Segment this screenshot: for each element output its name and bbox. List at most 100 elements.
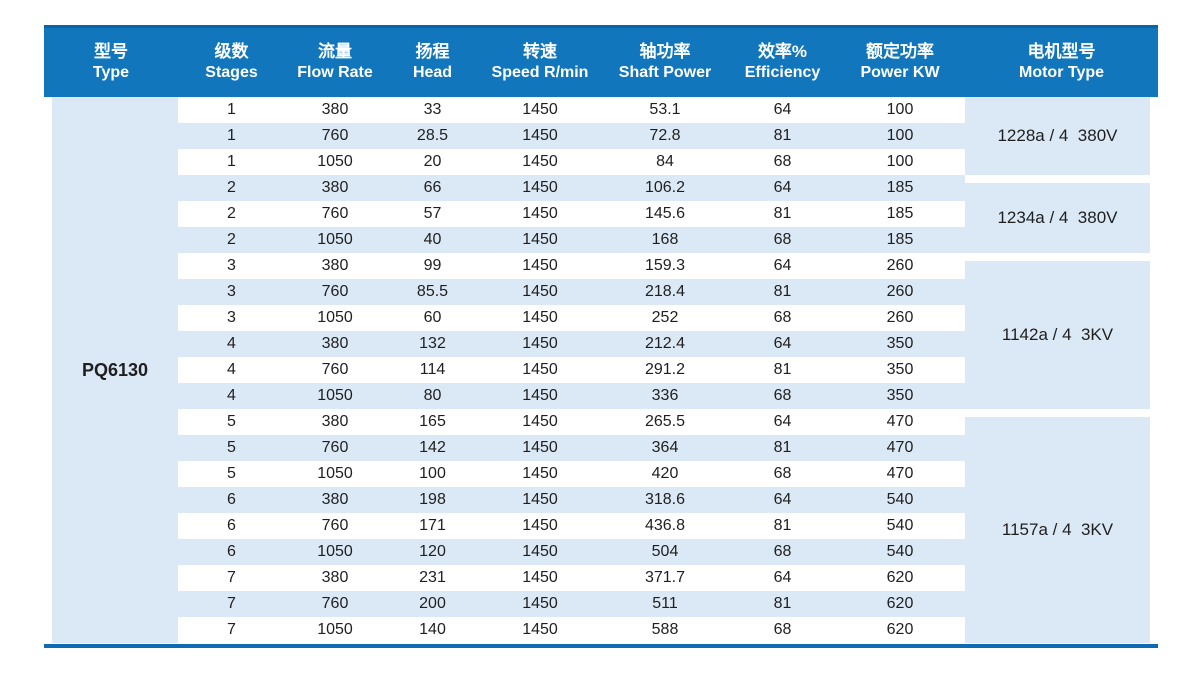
table-cell: 1450 xyxy=(522,257,558,274)
table-cell: 3 xyxy=(227,257,236,274)
table-cell: 120 xyxy=(419,543,446,560)
table-cell: 64 xyxy=(773,101,792,118)
table-cell: 265.5 xyxy=(644,413,686,430)
table-row: 1 380 33 1450 53.1 64 100 xyxy=(178,97,965,123)
pump-type-cell: PQ6130 xyxy=(52,97,178,643)
table-cell: 1450 xyxy=(522,465,558,482)
table-cell: 2 xyxy=(227,231,236,248)
table-cell: 68 xyxy=(773,621,792,638)
table-cell: 66 xyxy=(423,179,442,196)
table-cell: 185 xyxy=(886,231,914,248)
table-cell: 1050 xyxy=(317,231,353,248)
table-cell: 436.8 xyxy=(644,517,686,534)
table-cell: 291.2 xyxy=(644,361,686,378)
table-cell: 80 xyxy=(423,387,442,404)
table-cell: 99 xyxy=(423,257,442,274)
table-cell: 540 xyxy=(886,517,914,534)
table-cell: 81 xyxy=(773,205,792,222)
table-row: 1 760 28.5 1450 72.8 81 100 xyxy=(178,123,965,149)
motor-column: 1228a / 4 380V 1234a / 4 380V 1142a / 4 3K… xyxy=(965,97,1158,643)
column-header-head-zh: 扬程 xyxy=(415,42,450,62)
table-cell: 6 xyxy=(227,491,236,508)
column-header-stages-zh: 级数 xyxy=(214,42,249,62)
table-row: 7 380 231 1450 371.7 64 620 xyxy=(178,565,965,591)
table-cell: 168 xyxy=(651,231,679,248)
table-cell: 3 xyxy=(227,309,236,326)
table-cell: 420 xyxy=(651,465,679,482)
rows-container: 1 380 33 1450 53.1 64 100 1 760 28.5 1450 72.8 81 100… xyxy=(178,97,965,643)
table-cell: 85.5 xyxy=(416,283,449,300)
table-row: 6 1050 120 1450 504 68 540 xyxy=(178,539,965,565)
table-cell: 1450 xyxy=(522,179,558,196)
table-cell: 1450 xyxy=(522,361,558,378)
table-row: 2 1050 40 1450 168 68 185 xyxy=(178,227,965,253)
table-cell: 68 xyxy=(773,465,792,482)
table-cell: 81 xyxy=(773,595,792,612)
table-cell: 4 xyxy=(227,335,236,352)
table-cell: 198 xyxy=(419,491,446,508)
pump-spec-table: 型号 Type 级数 Stages 流量 Flow Rate 扬程 Head 转… xyxy=(44,25,1158,648)
table-cell: 4 xyxy=(227,361,236,378)
table-cell: 140 xyxy=(419,621,446,638)
table-cell: 100 xyxy=(886,101,914,118)
table-cell: 1450 xyxy=(522,101,558,118)
table-cell: 1450 xyxy=(522,335,558,352)
table-cell: 2 xyxy=(227,179,236,196)
column-header-type-zh: 型号 xyxy=(94,42,128,62)
table-cell: 6 xyxy=(227,517,236,534)
table-cell: 185 xyxy=(886,205,914,222)
table-cell: 64 xyxy=(773,413,792,430)
table-cell: 7 xyxy=(227,569,236,586)
table-cell: 620 xyxy=(886,595,914,612)
table-row: 3 1050 60 1450 252 68 260 xyxy=(178,305,965,331)
table-row: 3 380 99 1450 159.3 64 260 xyxy=(178,253,965,279)
table-cell: 380 xyxy=(321,491,349,508)
table-cell: 145.6 xyxy=(644,205,686,222)
pump-type-label: PQ6130 xyxy=(81,359,149,380)
table-cell: 200 xyxy=(419,595,446,612)
table-cell: 7 xyxy=(227,621,236,638)
column-header-shaft-power: 轴功率 Shaft Power xyxy=(600,28,730,97)
table-cell: 171 xyxy=(419,517,446,534)
table-cell: 588 xyxy=(651,621,679,638)
column-header-motor-type: 电机型号 Motor Type xyxy=(965,28,1158,97)
table-cell: 64 xyxy=(773,491,792,508)
table-cell: 364 xyxy=(651,439,679,456)
table-cell: 1450 xyxy=(522,413,558,430)
table-row: 4 1050 80 1450 336 68 350 xyxy=(178,383,965,409)
table-cell: 350 xyxy=(886,335,914,352)
table-cell: 81 xyxy=(773,127,792,144)
table-cell: 371.7 xyxy=(644,569,686,586)
table-cell: 511 xyxy=(652,595,678,612)
column-header-stages: 级数 Stages xyxy=(178,28,285,97)
column-header-efficiency: 效率% Efficiency xyxy=(730,28,835,97)
table-cell: 1450 xyxy=(522,387,558,404)
table-cell: 1450 xyxy=(522,231,558,248)
table-cell: 64 xyxy=(773,335,792,352)
table-cell: 1 xyxy=(227,153,236,170)
column-header-shaft-power-zh: 轴功率 xyxy=(639,42,691,62)
table-cell: 260 xyxy=(886,283,914,300)
table-cell: 64 xyxy=(773,257,792,274)
column-header-rated-power-en: Power KW xyxy=(860,64,940,82)
table-cell: 1450 xyxy=(522,205,558,222)
table-cell: 33 xyxy=(423,101,442,118)
motor-type-label: 1228a / 4 380V xyxy=(997,126,1118,145)
table-cell: 64 xyxy=(773,569,792,586)
table-cell: 1450 xyxy=(522,283,558,300)
table-cell: 84 xyxy=(656,153,674,170)
column-header-head: 扬程 Head xyxy=(385,28,480,97)
table-cell: 100 xyxy=(886,153,914,170)
table-cell: 132 xyxy=(419,335,446,352)
motor-type-cell: 1157a / 4 3KV xyxy=(965,409,1150,643)
table-cell: 2 xyxy=(227,205,236,222)
table-cell: 260 xyxy=(886,257,914,274)
table-cell: 81 xyxy=(773,361,792,378)
table-cell: 1450 xyxy=(522,309,558,326)
table-cell: 4 xyxy=(227,387,236,404)
table-cell: 380 xyxy=(321,179,349,196)
table-cell: 760 xyxy=(321,439,349,456)
column-header-flow-rate-zh: 流量 xyxy=(318,42,352,62)
table-row: 6 380 198 1450 318.6 64 540 xyxy=(178,487,965,513)
table-cell: 100 xyxy=(419,465,446,482)
